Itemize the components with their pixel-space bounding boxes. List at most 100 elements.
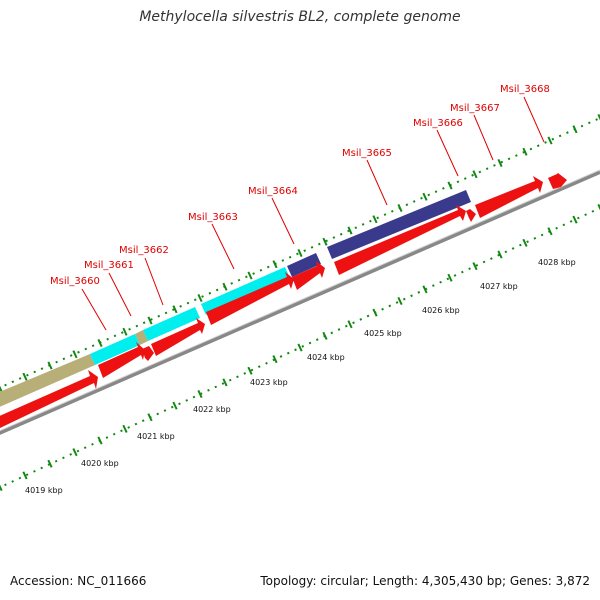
feature-cyan-3662b[interactable] (143, 307, 200, 341)
cds-arrow-3660[interactable] (98, 342, 145, 378)
outer-tick-1 (22, 372, 28, 381)
inner-tick-16 (397, 296, 403, 306)
outer-tick-15 (372, 215, 378, 224)
leader-3662 (144, 257, 164, 306)
kbp-label-4027: 4027 kbp (480, 282, 518, 291)
gene-label-3664: Msil_3664 (248, 186, 298, 197)
cds-arrow-3666-small[interactable] (466, 209, 476, 222)
outer-tick-18 (447, 181, 453, 190)
genome-backbone (0, 170, 600, 435)
leader-3668 (523, 96, 545, 143)
leader-3666 (436, 129, 459, 177)
gene-label-3667: Msil_3667 (450, 103, 500, 114)
kbp-label-4023: 4023 kbp (250, 378, 288, 387)
gene-label-3665: Msil_3665 (342, 148, 392, 159)
leader-3665 (366, 159, 388, 206)
gene-leaders (81, 96, 545, 331)
cds-arrow-3664[interactable] (292, 261, 325, 290)
inner-tick-17 (422, 285, 428, 294)
inner-tick-3 (72, 448, 78, 457)
outer-tick-10 (247, 271, 253, 280)
outer-tick-16 (397, 203, 403, 213)
leader-3663 (211, 223, 235, 270)
gene-label-3662: Msil_3662 (119, 245, 169, 256)
outer-tick-24 (597, 113, 600, 121)
outer-tick-12 (297, 248, 303, 258)
cds-arrow-3663[interactable] (206, 272, 294, 325)
cds-arrow-3667[interactable] (475, 176, 543, 218)
cds-arrow-3668[interactable] (548, 173, 567, 189)
inner-tick-7 (172, 401, 178, 410)
outer-tick-4 (97, 338, 103, 348)
outer-tick-5 (122, 327, 128, 336)
leader-3664 (271, 197, 295, 245)
inner-tick-14 (347, 320, 353, 329)
accession-text: Accession: NC_011666 (10, 574, 147, 588)
outer-major-ticks (0, 113, 600, 393)
feature-khaki-1[interactable] (0, 354, 95, 409)
outer-tick-13 (322, 237, 328, 246)
kbp-label-4022: 4022 kbp (193, 405, 231, 414)
inner-tick-9 (222, 378, 228, 387)
outer-tick-22 (547, 136, 553, 145)
genome-backbone-highlight (0, 169, 600, 432)
outer-tick-11 (272, 260, 278, 269)
inner-tick-24 (597, 203, 600, 211)
feature-navy-3664[interactable] (287, 253, 321, 277)
inner-major-ticks (0, 203, 600, 492)
inner-tick-18 (447, 273, 453, 282)
inner-tick-6 (147, 413, 153, 422)
inner-tick-8 (197, 389, 203, 399)
inner-tick-21 (522, 238, 528, 247)
gene-label-3666: Msil_3666 (413, 118, 463, 129)
cds-arrow-3661-small[interactable] (142, 346, 154, 361)
cds-arrow-3662[interactable] (151, 318, 205, 356)
feature-cyan-3663[interactable] (201, 267, 290, 315)
leader-3660 (81, 288, 107, 331)
feature-navy-3665[interactable] (327, 190, 471, 259)
map-title: Methylocella silvestris BL2, complete ge… (139, 9, 461, 25)
inner-tick-13 (322, 331, 328, 340)
kbp-label-4028: 4028 kbp (538, 258, 576, 267)
inner-tick-2 (47, 459, 53, 468)
inner-tick-11 (272, 355, 278, 364)
inner-tick-22 (547, 227, 553, 236)
outer-tick-7 (172, 305, 178, 314)
gene-label-3661: Msil_3661 (84, 260, 134, 271)
leader-3661 (108, 272, 132, 317)
cds-arrow-3665[interactable] (334, 205, 466, 275)
outer-tick-23 (572, 125, 578, 134)
genome-summary-text: Topology: circular; Length: 4,305,430 bp… (260, 574, 590, 588)
inner-tick-1 (22, 471, 28, 480)
outer-tick-14 (347, 226, 353, 235)
outer-tick-21 (522, 147, 528, 156)
outer-tick-0 (0, 385, 3, 393)
outer-tick-3 (72, 350, 78, 359)
inner-tick-0 (0, 484, 3, 492)
gene-label-3660: Msil_3660 (50, 276, 100, 287)
feature-cyan-3661[interactable] (90, 334, 140, 365)
leader-3667 (473, 114, 494, 161)
feature-khaki-3662[interactable] (135, 330, 148, 345)
inner-tick-4 (97, 436, 103, 445)
outer-tick-17 (422, 192, 428, 201)
kbp-label-4019: 4019 kbp (25, 486, 63, 495)
inner-tick-5 (122, 424, 128, 433)
inner-tick-20 (497, 250, 503, 259)
kbp-label-4020: 4020 kbp (81, 459, 119, 468)
inner-tick-12 (297, 343, 303, 352)
inner-tick-23 (572, 215, 578, 224)
outer-tick-8 (197, 293, 203, 303)
outer-tick-20 (497, 158, 503, 168)
inner-tick-10 (247, 366, 253, 375)
gene-label-3668: Msil_3668 (500, 84, 550, 95)
inner-tick-19 (472, 262, 478, 271)
kbp-label-4025: 4025 kbp (364, 329, 402, 338)
inner-tick-15 (372, 308, 378, 317)
kbp-label-4021: 4021 kbp (137, 432, 175, 441)
kbp-label-4024: 4024 kbp (307, 353, 345, 362)
cds-arrow-1[interactable] (0, 370, 98, 428)
inner-scale-ring (0, 207, 600, 489)
outer-tick-9 (222, 282, 228, 291)
